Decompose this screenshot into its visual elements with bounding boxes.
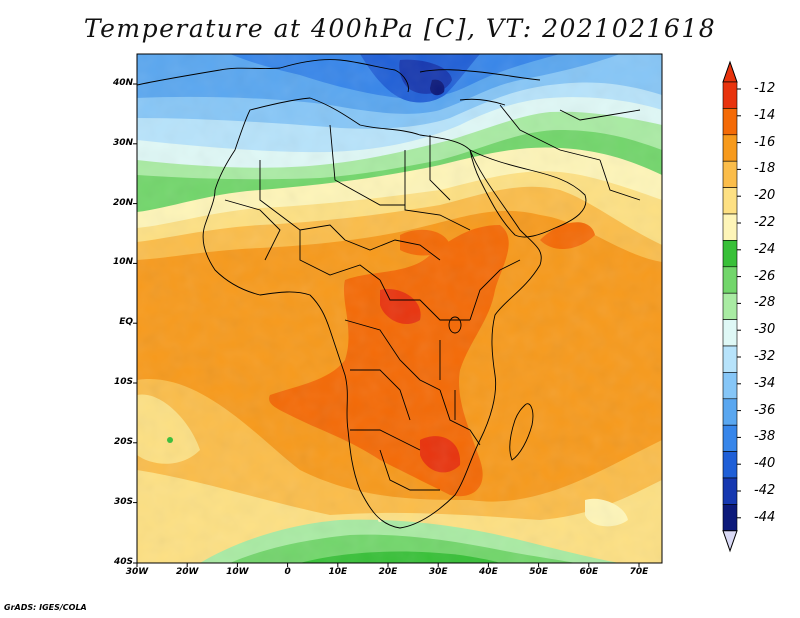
lon-label: 0	[284, 567, 291, 577]
lat-label: 40N	[112, 78, 133, 88]
colorbar-label: -20	[754, 188, 776, 204]
colorbar-swatch	[722, 213, 738, 241]
colorbar-swatch	[722, 398, 738, 426]
colorbar-swatch	[722, 266, 738, 294]
lon-label: 20E	[378, 567, 398, 577]
colorbar-label: -26	[754, 268, 776, 284]
colorbar-label: -44	[754, 509, 776, 525]
lon-label: 10W	[226, 567, 249, 577]
colorbar-swatch	[722, 81, 738, 109]
colorbar	[722, 60, 741, 553]
footer-credit: GrADS: IGES/COLA	[4, 603, 87, 612]
colorbar-swatch	[722, 504, 738, 532]
colorbar-swatch	[722, 160, 738, 188]
lon-label: 20W	[175, 567, 199, 577]
colorbar-label: -16	[754, 134, 776, 150]
lon-label: 50E	[529, 567, 548, 577]
colorbar-swatch	[722, 187, 738, 215]
colorbar-swatch	[722, 477, 738, 505]
colorbar-label: -22	[754, 215, 776, 230]
colorbar-swatch	[722, 451, 738, 479]
lat-label: 40S	[113, 557, 133, 567]
colorbar-label: -40	[754, 456, 776, 472]
colorbar-swatch	[722, 108, 738, 136]
temperature-field	[137, 54, 662, 563]
lon-label: 30E	[428, 567, 448, 577]
lat-label: 30S	[113, 496, 133, 507]
colorbar-label: -18	[754, 161, 776, 177]
colorbar-over-arrow	[722, 60, 738, 83]
colorbar-swatch	[722, 424, 738, 452]
lon-label: 10E	[328, 567, 348, 577]
lat-label: 30N	[112, 137, 133, 148]
colorbar-label: -30	[754, 322, 776, 338]
lon-label: 30W	[125, 567, 149, 577]
lon-label: 60E	[579, 567, 599, 577]
colorbar-label: -36	[754, 402, 776, 418]
colorbar-swatch	[722, 372, 738, 400]
lat-label: EQ	[119, 317, 133, 328]
colorbar-label: -34	[754, 375, 776, 391]
axis-ticks	[133, 83, 640, 567]
lat-label: 10S	[113, 377, 133, 387]
country-borders	[137, 59, 641, 529]
colorbar-swatch	[722, 292, 738, 320]
colorbar-label: -24	[754, 241, 776, 257]
colorbar-swatch	[722, 134, 738, 162]
lon-label: 40E	[479, 567, 498, 577]
lon-label: 70E	[629, 567, 649, 577]
map-title: Temperature at 400hPa [C], VT: 202102161…	[83, 14, 717, 43]
colorbar-swatch	[722, 240, 738, 268]
colorbar-swatch	[722, 319, 738, 347]
lat-label: 10N	[112, 257, 133, 268]
colorbar-swatch	[722, 345, 738, 373]
colorbar-label: -42	[754, 483, 776, 498]
lat-label: 20S	[113, 436, 133, 447]
colorbar-under-arrow	[722, 530, 738, 553]
lat-label: 20N	[112, 197, 133, 208]
colorbar-label: -32	[754, 349, 776, 364]
colorbar-label: -14	[754, 107, 776, 123]
colorbar-label: -28	[754, 295, 776, 311]
colorbar-label: -12	[754, 81, 776, 96]
colorbar-label: -38	[754, 429, 776, 445]
plot-frame	[136, 53, 663, 564]
